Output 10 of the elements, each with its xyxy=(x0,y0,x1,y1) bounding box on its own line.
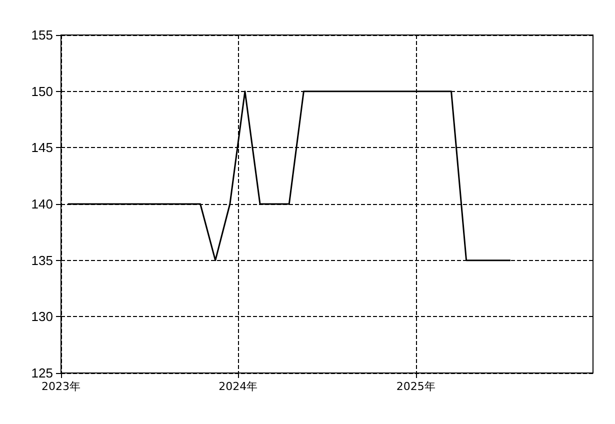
y-tick-label: 150 xyxy=(31,84,53,99)
x-tick-label: 2024年 xyxy=(218,380,258,393)
y-tick-label: 130 xyxy=(31,309,53,324)
y-tick-label: 140 xyxy=(31,196,53,212)
y-tick-label: 155 xyxy=(31,28,53,42)
y-tick-label: 125 xyxy=(31,366,53,380)
y-tick-label: 145 xyxy=(31,140,53,156)
x-tick-label: 2025年 xyxy=(396,380,436,393)
y-tick-label: 135 xyxy=(31,252,53,268)
x-tick-label: 2023年 xyxy=(42,380,80,393)
